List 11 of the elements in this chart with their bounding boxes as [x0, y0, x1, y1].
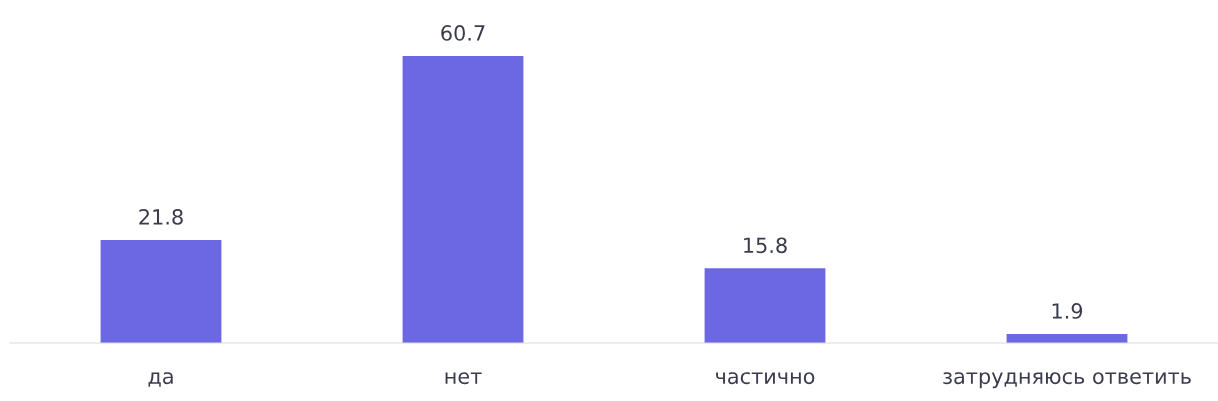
x-tick-label: нет: [445, 372, 482, 385]
data-label: 21.8: [139, 209, 183, 225]
x-tick-label: затрудняюсь ответить: [943, 372, 1191, 389]
data-label: 1.9: [1052, 303, 1083, 319]
bar: [402, 56, 524, 343]
bar: [100, 239, 222, 343]
data-label: 15.8: [744, 237, 787, 254]
x-tick-label: да: [148, 372, 173, 387]
x-tick-label: частично: [716, 372, 815, 385]
data-label: 60.7: [441, 25, 485, 41]
bar: [704, 268, 826, 343]
